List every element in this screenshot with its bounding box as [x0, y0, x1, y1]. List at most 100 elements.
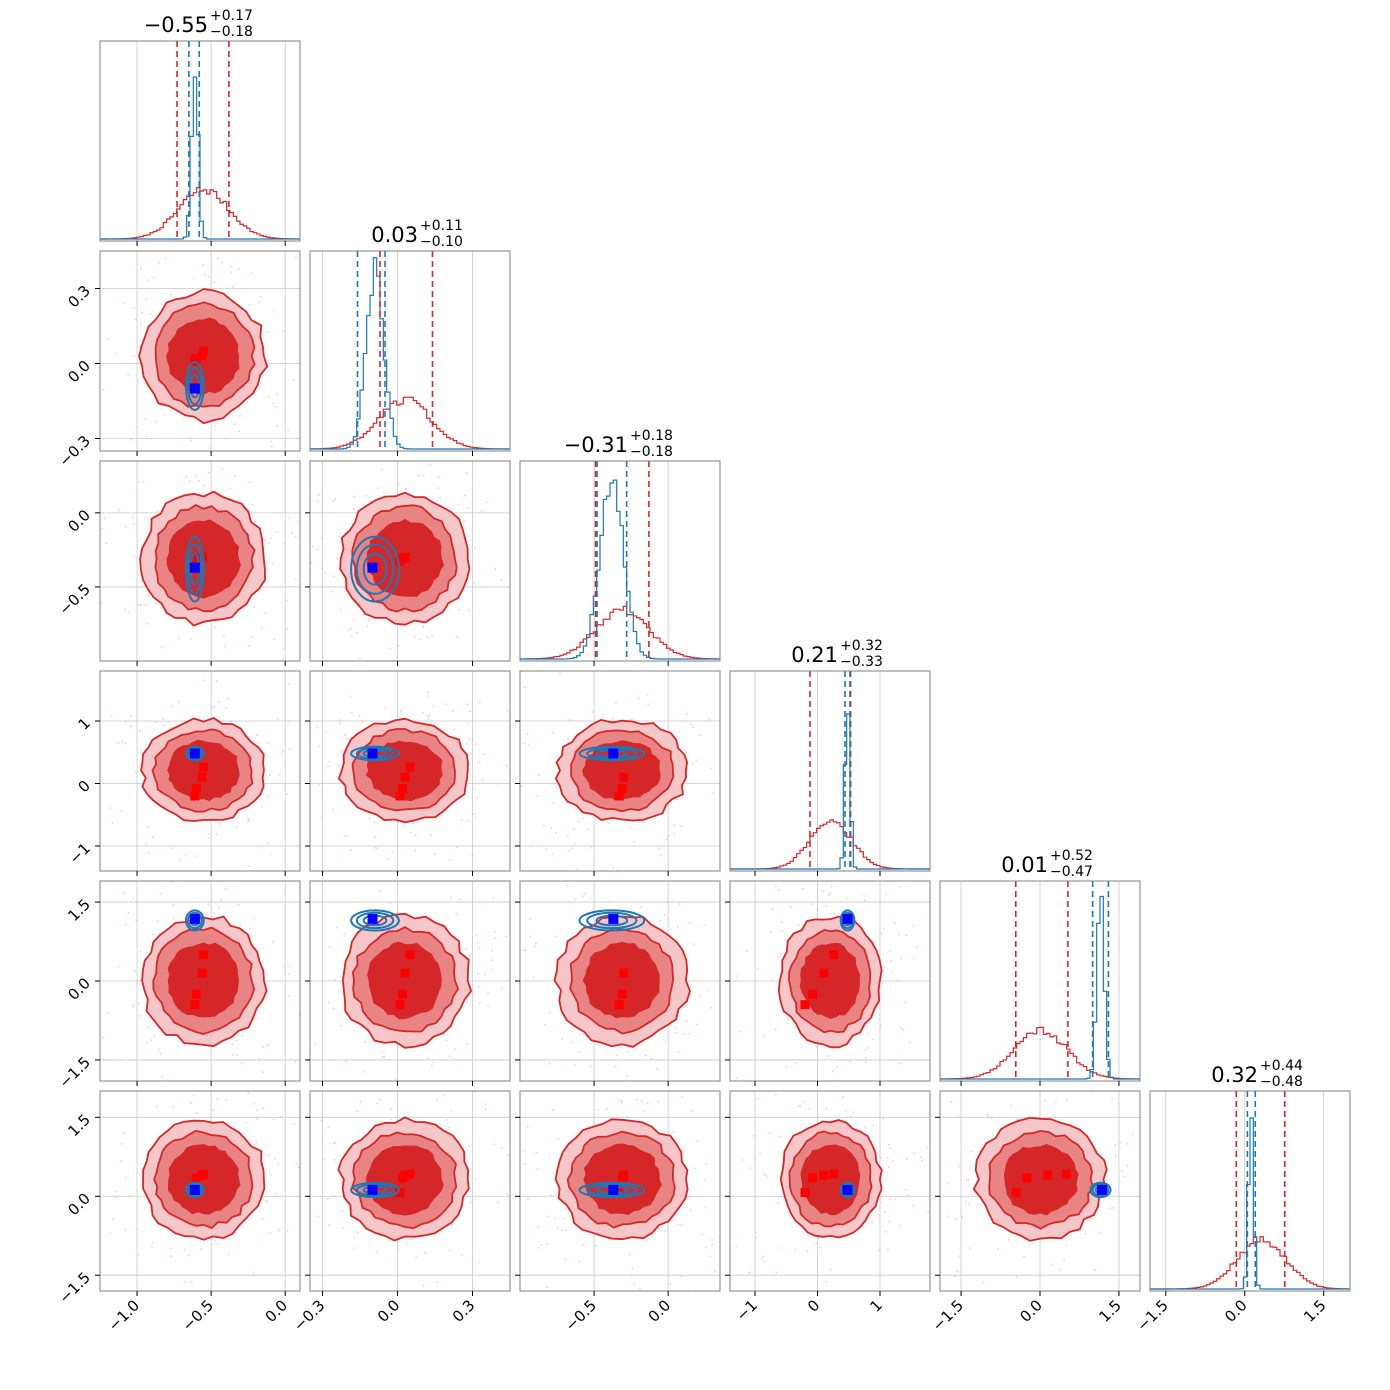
sample-point: [277, 1229, 280, 1232]
sample-point: [987, 1223, 990, 1225]
sample-point: [261, 662, 263, 664]
comparison-contour: [350, 535, 400, 603]
sample-point: [323, 1157, 326, 1160]
sample-point: [155, 602, 158, 605]
x-tick-label: −0.5: [562, 1296, 600, 1334]
sample-point: [569, 861, 571, 863]
sample-point: [247, 1131, 249, 1133]
sample-point: [286, 599, 289, 602]
sample-point: [138, 1014, 141, 1017]
y-tick-label: 0.0: [64, 357, 94, 387]
sample-point: [373, 846, 376, 849]
sample-point: [132, 554, 135, 557]
sample-point: [317, 1215, 320, 1218]
sample-point: [494, 1011, 496, 1013]
sample-point: [515, 821, 517, 823]
sample-point: [333, 575, 335, 578]
sample-point: [275, 393, 278, 396]
sample-point: [642, 1110, 645, 1113]
sample-point: [323, 712, 325, 714]
sample-point: [921, 1159, 924, 1162]
title-plus: +0.32: [840, 638, 883, 654]
sample-point: [162, 717, 165, 720]
sample-point: [129, 725, 132, 727]
sample-point: [554, 1217, 556, 1220]
sample-point: [237, 903, 240, 906]
sample-point: [699, 995, 702, 998]
sample-point: [86, 386, 88, 388]
sample-point: [616, 1054, 618, 1057]
reference-truth-marker: [400, 968, 410, 978]
sample-point: [794, 1248, 797, 1251]
sample-point: [454, 1048, 456, 1051]
sample-point: [287, 1073, 289, 1075]
sample-point: [822, 890, 825, 893]
comparison-contour: [184, 1181, 205, 1199]
sample-point: [336, 557, 339, 560]
sample-point: [905, 1188, 907, 1191]
sample-point: [474, 1178, 477, 1181]
sample-point: [858, 1125, 860, 1127]
title-plus: +0.17: [210, 8, 253, 24]
sample-point: [833, 912, 835, 915]
sample-point: [398, 389, 400, 391]
sample-point: [381, 468, 383, 471]
sample-point: [219, 822, 222, 825]
reference-truth-marker: [1043, 1170, 1053, 1180]
sample-point: [473, 787, 475, 790]
sample-point: [799, 1104, 802, 1107]
sample-point: [872, 1038, 874, 1041]
comparison-histogram: [1150, 1117, 1350, 1290]
sample-point: [318, 745, 321, 748]
sample-point: [234, 1082, 236, 1084]
sample-point: [427, 695, 430, 697]
sample-point: [779, 1247, 782, 1249]
sample-point: [321, 816, 324, 819]
comparison-truth-marker: [189, 562, 200, 573]
sample-point: [488, 877, 490, 879]
comparison-histogram: [100, 76, 300, 240]
sample-point: [382, 492, 385, 494]
sample-point: [643, 821, 646, 823]
sample-point: [500, 579, 503, 582]
reference-truth-marker: [191, 354, 201, 363]
reference-contour-inner: [582, 941, 660, 1019]
sample-point: [465, 471, 468, 474]
sample-point: [287, 719, 290, 722]
sample-point: [888, 1143, 890, 1146]
sample-point: [155, 855, 157, 857]
sample-point: [117, 965, 120, 968]
reference-histogram: [310, 396, 510, 450]
comparison-contour: [1091, 1183, 1110, 1197]
sample-point: [913, 1152, 915, 1155]
sample-point: [639, 1287, 641, 1290]
sample-point: [244, 1121, 247, 1124]
sample-point: [434, 853, 436, 855]
sample-point: [966, 1178, 968, 1181]
sample-point: [774, 1028, 777, 1031]
sample-point: [247, 817, 250, 820]
sample-point: [478, 761, 481, 764]
sample-point: [269, 853, 272, 856]
sample-point: [220, 899, 223, 902]
sample-point: [118, 1127, 120, 1129]
sample-point: [659, 854, 662, 856]
sample-point: [891, 1160, 894, 1163]
sample-point: [122, 892, 125, 895]
comparison-contour: [184, 361, 205, 411]
sample-point: [559, 672, 561, 675]
sample-point: [785, 1065, 788, 1068]
sample-point: [523, 949, 526, 952]
sample-point: [505, 1155, 507, 1157]
sample-point: [397, 483, 399, 486]
sample-point: [139, 749, 142, 751]
comparison-truth-marker: [189, 383, 200, 394]
sample-point: [257, 742, 260, 745]
sample-point: [916, 945, 918, 948]
sample-point: [214, 626, 217, 629]
sample-point: [267, 1043, 270, 1046]
sample-point: [934, 1012, 936, 1014]
sample-point: [709, 1255, 712, 1258]
sample-point: [422, 625, 425, 628]
sample-point: [129, 1103, 131, 1105]
